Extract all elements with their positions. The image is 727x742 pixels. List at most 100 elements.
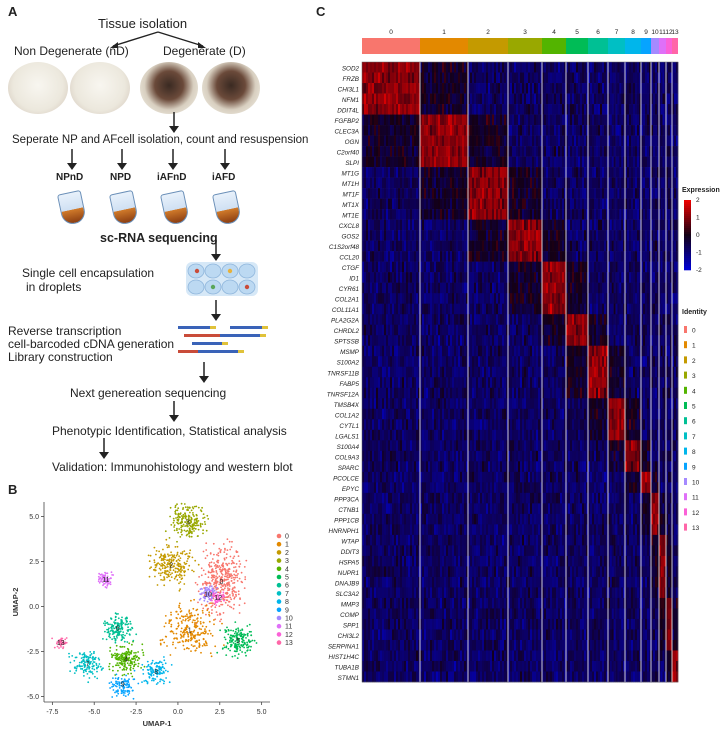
heatmap-cell <box>366 146 369 157</box>
heatmap-cell <box>647 198 650 210</box>
heatmap-cell <box>558 93 561 105</box>
heatmap-cell <box>641 167 644 178</box>
point <box>233 566 235 569</box>
heatmap-cell <box>556 135 559 147</box>
heatmap-cell <box>534 135 537 147</box>
heatmap-cell <box>486 83 489 94</box>
heatmap-cell <box>482 125 485 136</box>
heatmap-cell <box>627 125 630 136</box>
heatmap-cell <box>484 62 487 73</box>
heatmap-cell <box>588 72 591 84</box>
heatmap-cell <box>422 209 425 220</box>
heatmap-cell <box>456 146 459 157</box>
heatmap-cell <box>442 188 445 199</box>
heatmap-cell <box>380 230 383 241</box>
point <box>127 630 129 632</box>
point <box>159 569 162 571</box>
heatmap-cell <box>424 167 427 178</box>
point <box>118 624 120 627</box>
heatmap-cell <box>462 167 465 178</box>
point <box>155 683 158 685</box>
heatmap-cell <box>516 135 519 147</box>
heatmap-cell <box>422 146 425 157</box>
heatmap-cell <box>492 167 495 178</box>
point <box>250 630 252 633</box>
heatmap-cell <box>617 104 620 115</box>
heatmap-cell <box>600 167 603 178</box>
heatmap-cell <box>639 104 642 115</box>
heatmap-cell <box>490 230 493 241</box>
heatmap-cell <box>590 198 593 210</box>
heatmap-cell <box>492 219 495 231</box>
point <box>184 631 186 634</box>
point <box>126 667 128 669</box>
cluster-7-points <box>68 650 104 684</box>
heatmap-cell <box>578 209 581 220</box>
heatmap-cell <box>659 62 662 73</box>
point <box>168 622 171 624</box>
point <box>151 659 154 662</box>
heatmap-cell <box>446 114 449 126</box>
heatmap-cell <box>516 72 519 84</box>
heatmap-cell <box>576 93 579 105</box>
heatmap-cell <box>598 177 601 189</box>
heatmap-cell <box>556 167 559 178</box>
point <box>182 644 185 647</box>
heatmap-cell <box>446 135 449 147</box>
heatmap-cell <box>606 156 609 168</box>
heatmap-cell <box>635 114 638 126</box>
heatmap-cell <box>524 114 527 126</box>
heatmap-cell <box>436 135 439 147</box>
point <box>166 570 169 572</box>
point <box>95 662 98 665</box>
heatmap-cell <box>594 135 597 147</box>
heatmap-cell <box>382 83 385 94</box>
point <box>60 640 62 643</box>
heatmap-cell <box>500 83 503 94</box>
heatmap-cell <box>414 209 417 220</box>
point <box>164 669 167 672</box>
cluster-0-points <box>194 538 248 625</box>
heatmap-cell <box>392 135 395 147</box>
point <box>218 605 221 608</box>
point <box>169 573 172 576</box>
point <box>228 588 231 591</box>
heatmap-cell <box>404 146 407 157</box>
heatmap-cell <box>676 146 679 157</box>
point <box>91 672 94 675</box>
point <box>229 634 232 637</box>
point <box>220 572 223 575</box>
heatmap-cell <box>631 114 634 126</box>
point <box>238 633 241 635</box>
heatmap-cell <box>568 188 571 199</box>
point <box>168 546 170 548</box>
point <box>85 668 88 671</box>
point <box>119 622 122 624</box>
point <box>123 662 126 665</box>
heatmap-cell <box>464 114 467 126</box>
point <box>180 528 183 531</box>
heatmap-cell <box>448 177 451 189</box>
heatmap-cell <box>588 177 591 189</box>
heatmap-cell <box>631 83 634 94</box>
heatmap-cell <box>546 83 549 94</box>
point <box>76 665 79 667</box>
point <box>215 611 218 613</box>
heatmap-cell <box>574 104 577 115</box>
heatmap-cell <box>410 177 413 189</box>
point <box>197 520 200 522</box>
point <box>108 635 110 638</box>
cluster-label-5: 5 <box>236 638 240 645</box>
heatmap-cell <box>486 167 489 178</box>
heatmap-cell <box>508 188 511 199</box>
heatmap-cell <box>442 219 445 231</box>
heatmap-cell <box>482 177 485 189</box>
point <box>84 661 86 663</box>
heatmap-cell <box>627 104 630 115</box>
point <box>170 613 173 616</box>
heatmap-cell <box>466 114 469 126</box>
heatmap-cell <box>518 93 521 105</box>
heatmap-cell <box>382 62 385 73</box>
point <box>201 506 204 509</box>
heatmap-cell <box>660 114 663 126</box>
